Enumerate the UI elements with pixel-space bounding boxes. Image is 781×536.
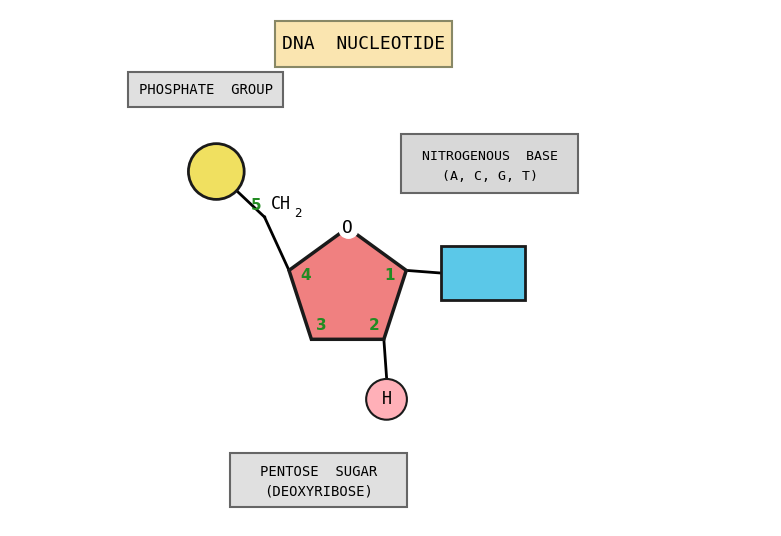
Text: NITROGENOUS  BASE: NITROGENOUS BASE — [422, 150, 558, 163]
Polygon shape — [289, 228, 406, 339]
FancyBboxPatch shape — [230, 453, 407, 507]
Text: DNA  NUCLEOTIDE: DNA NUCLEOTIDE — [282, 35, 445, 53]
Text: 2: 2 — [294, 207, 301, 220]
Text: 1: 1 — [385, 268, 395, 283]
Text: H: H — [382, 390, 391, 408]
Circle shape — [188, 144, 244, 199]
Text: 2: 2 — [369, 318, 379, 333]
Text: 5: 5 — [251, 198, 262, 213]
Text: O: O — [342, 219, 353, 237]
Text: 3: 3 — [316, 318, 326, 333]
Text: (DEOXYRIBOSE): (DEOXYRIBOSE) — [264, 485, 373, 498]
Text: PHOSPHATE  GROUP: PHOSPHATE GROUP — [138, 83, 273, 97]
Text: PENTOSE  SUGAR: PENTOSE SUGAR — [259, 465, 376, 479]
FancyBboxPatch shape — [441, 246, 525, 300]
Text: CH: CH — [271, 195, 291, 213]
Circle shape — [366, 379, 407, 420]
Text: 4: 4 — [300, 268, 311, 283]
FancyBboxPatch shape — [401, 134, 578, 193]
FancyBboxPatch shape — [128, 72, 284, 107]
FancyBboxPatch shape — [275, 21, 452, 67]
Text: (A, C, G, T): (A, C, G, T) — [442, 170, 537, 183]
